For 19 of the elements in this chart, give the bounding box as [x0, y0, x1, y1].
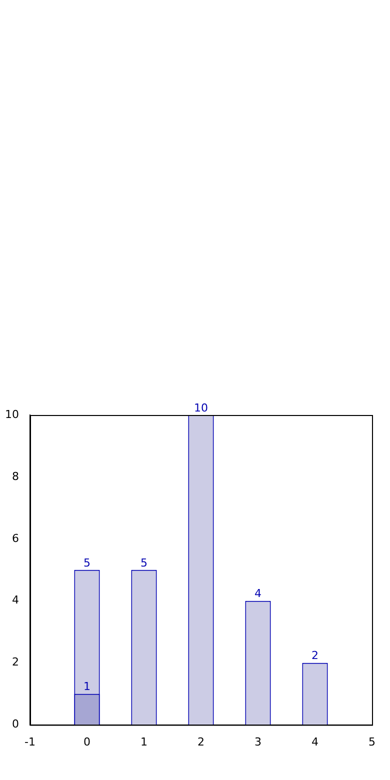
y-tick-label: 2 — [12, 656, 19, 669]
y-tick-label: 4 — [12, 594, 19, 607]
data-label: 5 — [84, 556, 90, 570]
y-tick-label: 8 — [12, 470, 19, 483]
y-tick-label: 10 — [4, 408, 19, 421]
data-label: 5 — [140, 556, 148, 570]
x-tick-label: 2 — [198, 735, 204, 748]
x-tick-label: 1 — [140, 735, 148, 748]
data-label: 4 — [254, 587, 262, 600]
data-label: 2 — [312, 649, 318, 662]
x-tick-label: -1 — [24, 735, 36, 748]
x-tick-label: 3 — [254, 735, 262, 748]
y-tick-label: 0 — [12, 718, 19, 731]
x-tick-label: 4 — [312, 735, 318, 748]
data-label: 1 — [84, 680, 90, 694]
data-label: 10 — [194, 401, 208, 414]
x-tick-label: 5 — [368, 735, 376, 748]
x-tick-label: 0 — [84, 735, 90, 748]
y-tick-label: 6 — [12, 532, 19, 545]
